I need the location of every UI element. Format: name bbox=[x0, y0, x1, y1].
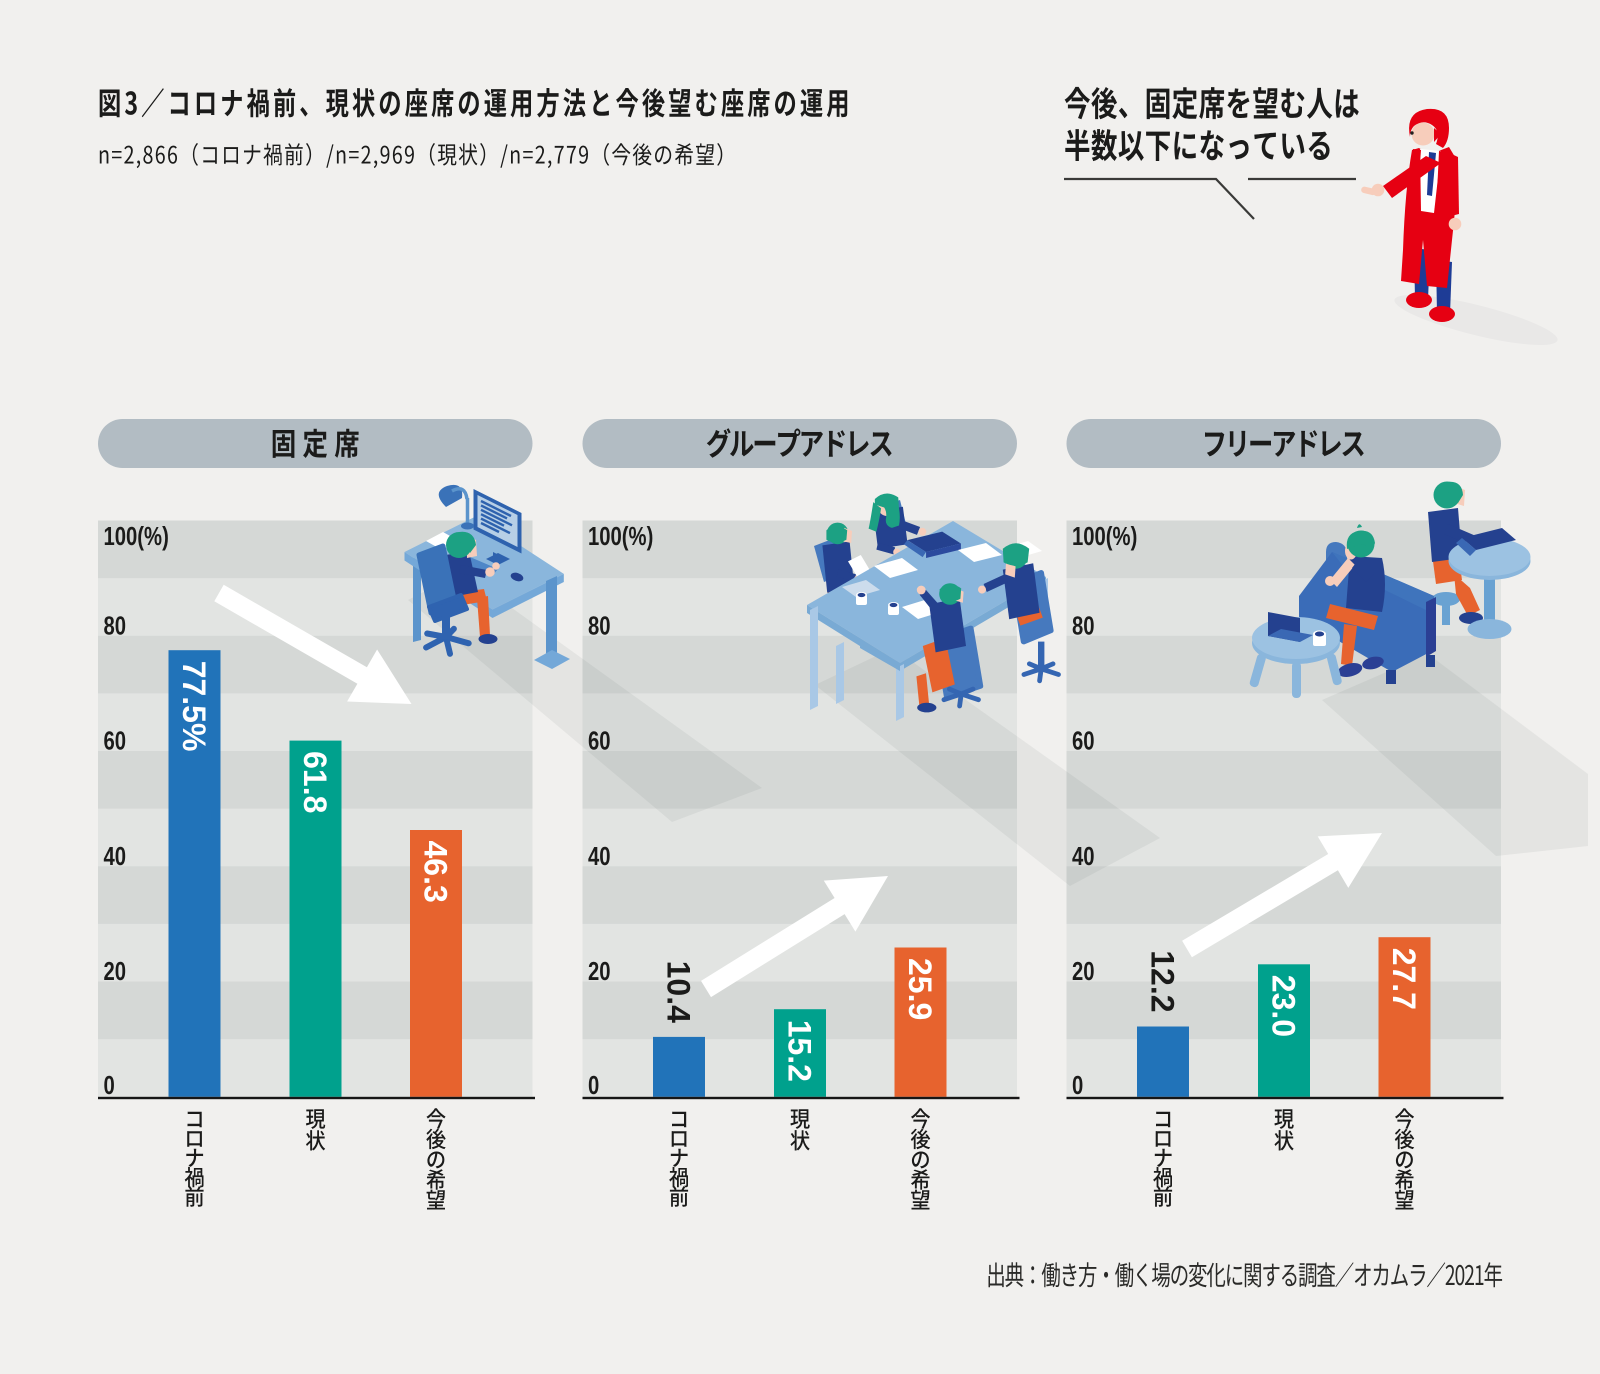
svg-text:0: 0 bbox=[104, 1071, 115, 1100]
svg-text:40: 40 bbox=[588, 841, 611, 870]
svg-text:23.0: 23.0 bbox=[1266, 975, 1302, 1037]
svg-text:0: 0 bbox=[588, 1071, 599, 1100]
svg-text:12.2: 12.2 bbox=[1145, 950, 1181, 1012]
svg-text:80: 80 bbox=[104, 611, 127, 640]
svg-text:60: 60 bbox=[1072, 726, 1095, 755]
svg-text:100(%): 100(%) bbox=[1072, 522, 1137, 551]
svg-text:61.8: 61.8 bbox=[297, 751, 333, 813]
svg-text:46.3: 46.3 bbox=[418, 841, 454, 903]
svg-text:80: 80 bbox=[1072, 611, 1095, 640]
svg-text:77.5%: 77.5% bbox=[176, 661, 212, 752]
svg-text:80: 80 bbox=[588, 611, 611, 640]
svg-text:40: 40 bbox=[1072, 841, 1095, 870]
svg-text:100(%): 100(%) bbox=[104, 522, 169, 551]
svg-text:20: 20 bbox=[1072, 957, 1095, 986]
svg-text:60: 60 bbox=[588, 726, 611, 755]
svg-text:25.9: 25.9 bbox=[902, 958, 938, 1020]
svg-text:27.7: 27.7 bbox=[1386, 948, 1422, 1010]
svg-text:60: 60 bbox=[104, 726, 127, 755]
svg-text:100(%): 100(%) bbox=[588, 522, 653, 551]
svg-text:20: 20 bbox=[104, 957, 127, 986]
svg-text:10.4: 10.4 bbox=[661, 961, 697, 1023]
svg-text:15.2: 15.2 bbox=[782, 1020, 818, 1082]
svg-text:0: 0 bbox=[1072, 1071, 1083, 1100]
svg-text:20: 20 bbox=[588, 957, 611, 986]
svg-text:40: 40 bbox=[104, 841, 127, 870]
